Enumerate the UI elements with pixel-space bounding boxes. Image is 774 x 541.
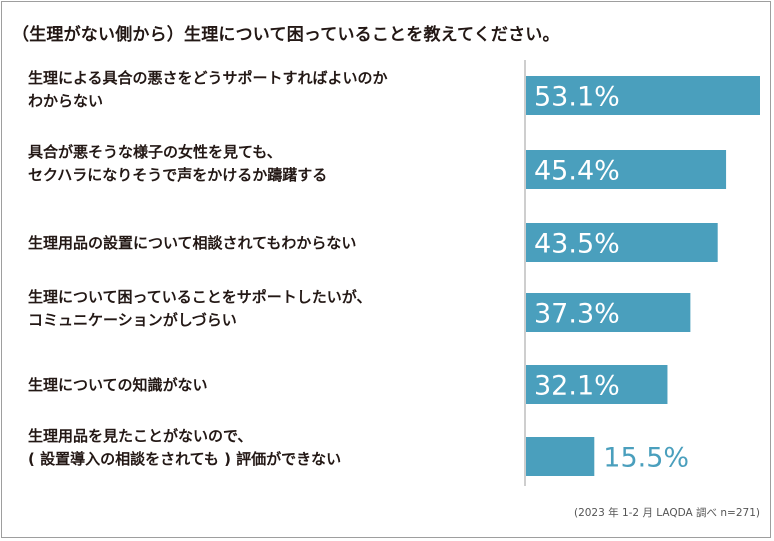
bar-6 [526,437,595,476]
value-label-4: 37.3% [534,299,620,330]
value-label-3: 43.5% [534,229,620,260]
category-label-2: 具合が悪そうな様子の女性を見ても、 セクハラになりそうで声をかけるか躊躇する [28,143,328,184]
value-label-5: 32.1% [534,371,620,402]
bar-1 [526,76,760,115]
value-label-6: 15.5% [603,443,689,474]
chart-title: （生理がない側から）生理について困っていることを教えてください。 [12,25,560,45]
source-note: (2023 年 1-2 月 LAQDA 調べ n=271) [573,507,760,519]
bar-5 [526,365,668,404]
category-label-1: 生理による具合の悪さをどうサポートすればよいのか わからない [28,69,388,110]
bar-3 [526,223,718,262]
category-label-3: 生理用品の設置について相談されてもわからない [28,234,357,252]
bar-2 [526,150,727,189]
category-label-5: 生理についての知識がない [28,376,208,394]
bar-4 [526,293,691,332]
category-label-6: 生理用品を見たことがないので、 ( 設置導入の相談をされても ) 評価ができない [28,427,342,468]
value-label-1: 53.1% [534,82,620,113]
value-label-2: 45.4% [534,156,620,187]
category-label-4: 生理について困っていることをサポートしたいが、 コミュニケーションがしづらい [28,288,372,329]
